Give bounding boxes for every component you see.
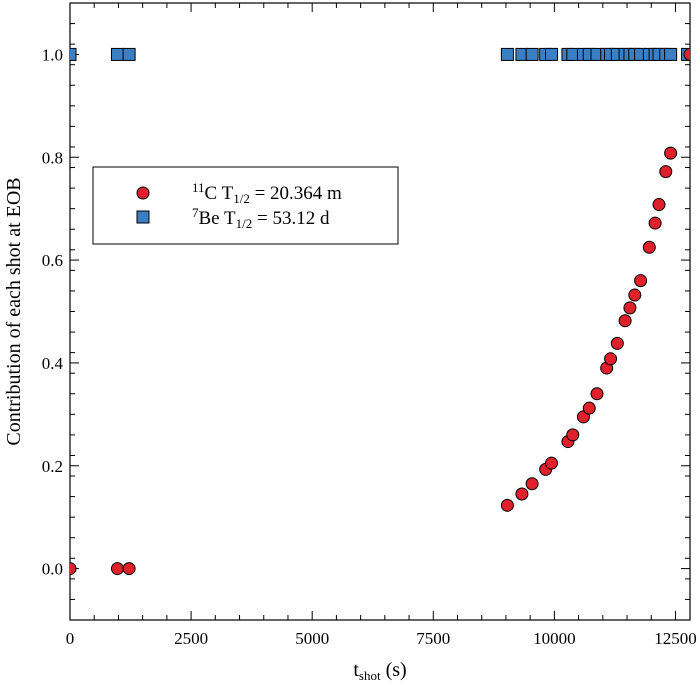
be7-point — [110, 47, 124, 61]
c11-point — [648, 216, 662, 230]
x-tick-label: 10000 — [533, 629, 576, 648]
x-axis-label: tshot (s) — [353, 659, 406, 683]
c11-point — [544, 456, 558, 470]
c11-point — [122, 562, 136, 576]
c11-point — [70, 562, 77, 576]
x-tick-label: 7500 — [416, 629, 450, 648]
c11-point — [525, 477, 539, 491]
c11-point — [628, 288, 642, 302]
y-tick-label: 1.0 — [42, 45, 63, 64]
c11-point — [683, 47, 690, 61]
be7-point — [70, 47, 77, 61]
x-tick-label: 0 — [66, 629, 75, 648]
be7-point — [122, 47, 136, 61]
y-axis-label: Contribution of each shot at EOB — [3, 177, 25, 445]
legend-label-c11: 11C T1/2 = 20.364 m — [192, 180, 342, 206]
be7-point — [525, 47, 539, 61]
legend-label-be7: 7Be T1/2 = 53.12 d — [192, 205, 330, 231]
legend-marker-be7 — [136, 210, 150, 224]
plot-frame — [69, 2, 691, 621]
x-tick-label: 5000 — [295, 629, 329, 648]
axis-ticks: 0 2500 5000 7500 10000 12500 0.0 0.2 0.4 0.6 0.8 1.… — [42, 2, 697, 648]
y-tick-label: 0.0 — [42, 560, 63, 579]
c11-point — [618, 314, 632, 328]
be7-point — [500, 47, 514, 61]
legend-box — [92, 166, 399, 245]
c11-point — [610, 336, 624, 350]
c11-point — [664, 146, 678, 160]
x-tick-label: 12500 — [654, 629, 697, 648]
c11-point — [110, 562, 124, 576]
x-tick-label: 2500 — [174, 629, 208, 648]
legend: 11C T1/2 = 20.364 m 7Be T1/2 = 53.12 d — [92, 166, 399, 245]
data-points — [70, 47, 690, 576]
be7-point — [544, 47, 558, 61]
c11-point — [623, 301, 637, 315]
c11-point — [652, 198, 666, 212]
y-tick-label: 0.8 — [42, 148, 63, 167]
c11-point — [582, 401, 596, 415]
c11-point — [659, 165, 673, 179]
c11-point — [515, 487, 529, 501]
c11-point — [604, 352, 618, 366]
c11-point — [634, 274, 648, 288]
y-tick-label: 0.6 — [42, 251, 63, 270]
c11-point — [500, 498, 514, 512]
legend-marker-c11 — [136, 186, 150, 200]
y-tick-label: 0.2 — [42, 457, 63, 476]
c11-point — [566, 428, 580, 442]
c11-point — [642, 240, 656, 254]
y-tick-label: 0.4 — [42, 354, 64, 373]
c11-point — [590, 387, 604, 401]
be7-point — [664, 47, 678, 61]
